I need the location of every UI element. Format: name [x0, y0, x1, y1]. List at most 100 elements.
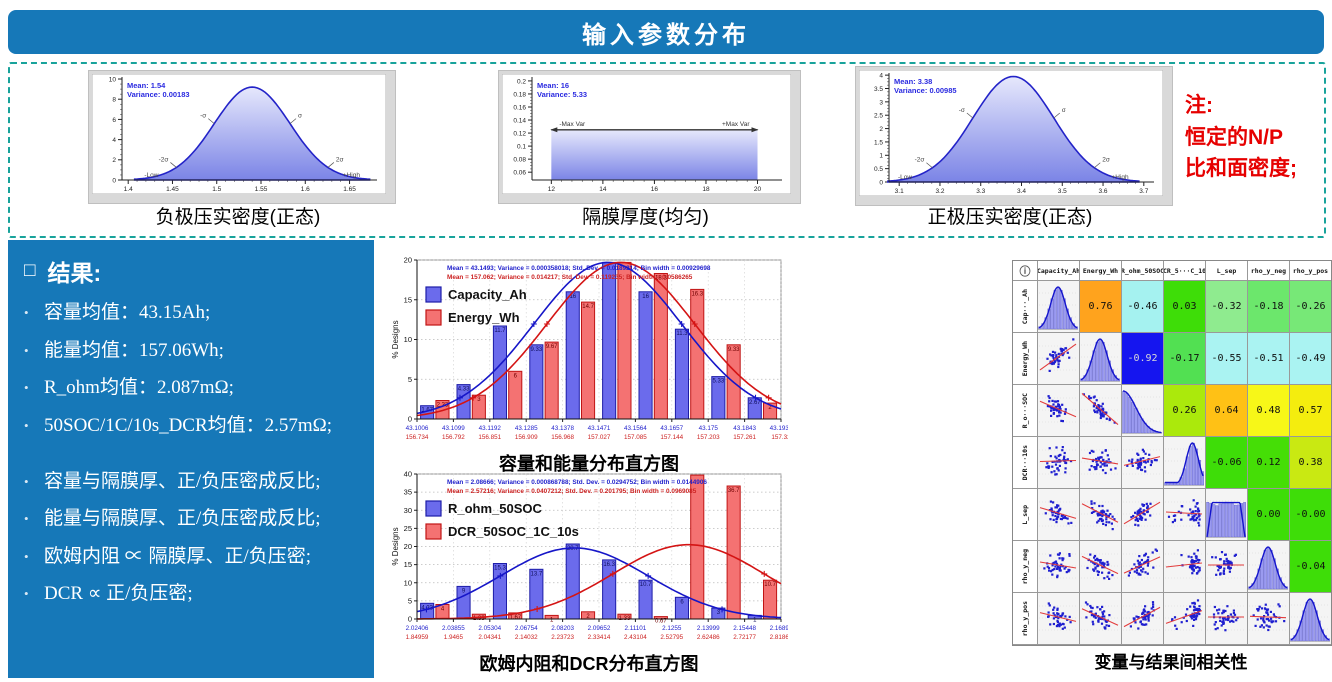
matrix-col-header: R_ohm_50SOC — [1121, 261, 1163, 281]
neg-density-chart: 0 2 4 6 8 10 1.4 1.45 1.5 1.55 1.6 1.65 -σ σ -2σ 2σ -Low… — [91, 73, 392, 199]
svg-text:30: 30 — [404, 506, 412, 515]
svg-text:35: 35 — [404, 488, 412, 497]
capacity-energy-histogram: 0 5 10 15 20 1.67 4.33 11.7 9.33 16 16 11.3 5.33 2.67… — [390, 256, 793, 455]
svg-text:Mean: 1.54: Mean: 1.54 — [127, 81, 166, 90]
svg-text:-Low: -Low — [144, 172, 158, 179]
svg-text:11.7: 11.7 — [494, 328, 506, 334]
matrix-scatter-cell — [1037, 385, 1079, 437]
svg-text:15.3: 15.3 — [494, 566, 506, 572]
svg-text:1.65: 1.65 — [343, 186, 356, 193]
correlation-value-cell: -0.00 — [1289, 489, 1331, 541]
svg-text:Mean = 157.062; Variance = 0: Mean = 157.062; Variance = 0.014217; Std… — [447, 274, 693, 281]
matrix-col-header: Energy_Wh — [1079, 261, 1121, 281]
correlation-value-cell: -0.04 — [1289, 541, 1331, 593]
svg-text:2σ: 2σ — [1102, 157, 1110, 164]
svg-text:2.62486: 2.62486 — [697, 634, 720, 641]
svg-text:R_ohm_50SOC: R_ohm_50SOC — [448, 501, 543, 516]
svg-text:43.1843: 43.1843 — [733, 425, 756, 432]
svg-text:2.06754: 2.06754 — [515, 625, 538, 632]
matrix-row-label: L_sep — [1013, 489, 1037, 541]
svg-text:2.13999: 2.13999 — [697, 625, 720, 632]
matrix-row-label: rho_y_pos — [1013, 593, 1037, 645]
svg-text:8: 8 — [112, 97, 116, 104]
svg-text:Mean = 43.1493; Variance = 0: Mean = 43.1493; Variance = 0.000358018; … — [447, 265, 711, 272]
svg-text:0.2: 0.2 — [517, 78, 526, 85]
svg-text:157.027: 157.027 — [588, 434, 611, 441]
svg-text:18: 18 — [702, 186, 710, 193]
matrix-scatter-cell — [1037, 541, 1079, 593]
svg-text:16.3: 16.3 — [603, 562, 615, 568]
svg-text:156.792: 156.792 — [442, 434, 465, 441]
svg-text:2.08203: 2.08203 — [551, 625, 574, 632]
svg-text:-2σ: -2σ — [159, 156, 169, 163]
svg-text:14: 14 — [599, 186, 607, 193]
svg-text:2.14032: 2.14032 — [515, 634, 538, 641]
svg-text:Mean: 3.38: Mean: 3.38 — [894, 77, 932, 86]
svg-text:0: 0 — [408, 415, 412, 424]
svg-text:43.1564: 43.1564 — [624, 425, 647, 432]
svg-text:20: 20 — [404, 542, 412, 551]
svg-text:43.1285: 43.1285 — [515, 425, 538, 432]
svg-text:43.1936: 43.1936 — [770, 425, 788, 432]
separator-thickness-title: 隔膜厚度(均匀) — [582, 207, 709, 228]
svg-text:36.7: 36.7 — [728, 488, 740, 494]
list-item: • 欧姆内阻 ∝ 隔膜厚、正/负压密; — [24, 544, 360, 570]
svg-text:20: 20 — [404, 256, 412, 265]
svg-text:% Designs: % Designs — [391, 320, 400, 358]
svg-text:0: 0 — [879, 179, 883, 186]
matrix-diagonal-histogram — [1121, 385, 1163, 437]
rohm-dcr-histogram-title: 欧姆内阻和DCR分布直方图 — [479, 654, 699, 674]
matrix-diagonal-histogram — [1163, 437, 1205, 489]
matrix-row-label: Energy_Wh — [1013, 333, 1037, 385]
svg-text:-σ: -σ — [200, 113, 206, 120]
svg-text:5: 5 — [408, 375, 412, 384]
svg-text:2: 2 — [879, 126, 883, 133]
svg-text:2.03855: 2.03855 — [442, 625, 465, 632]
input-distributions-box — [8, 62, 1326, 238]
matrix-scatter-cell — [1121, 541, 1163, 593]
svg-text:2: 2 — [768, 405, 772, 411]
svg-text:1.84959: 1.84959 — [406, 634, 429, 641]
svg-text:16: 16 — [651, 186, 659, 193]
matrix-scatter-cell — [1247, 593, 1289, 645]
svg-text:1.55: 1.55 — [255, 186, 268, 193]
list-item: • R_ohm均值：2.087mΩ; — [24, 375, 360, 401]
svg-text:156.734: 156.734 — [406, 434, 429, 441]
matrix-scatter-cell — [1079, 489, 1121, 541]
correlation-matrix-title: 变量与结果间相关性 — [1094, 653, 1248, 672]
svg-text:6: 6 — [514, 373, 518, 379]
svg-text:16.3: 16.3 — [691, 291, 703, 297]
svg-text:+Max Var: +Max Var — [722, 121, 750, 128]
note-line: 恒定的N/P — [1185, 125, 1284, 149]
bullet-icon: • — [24, 342, 29, 358]
svg-text:0: 0 — [112, 177, 116, 184]
svg-text:20: 20 — [754, 186, 762, 193]
matrix-scatter-cell — [1205, 593, 1247, 645]
svg-text:18.3: 18.3 — [655, 276, 667, 282]
svg-text:15: 15 — [404, 560, 412, 569]
svg-text:0.06: 0.06 — [513, 170, 526, 177]
svg-text:4.33: 4.33 — [458, 387, 470, 393]
bullet-icon: • — [24, 305, 29, 320]
svg-text:Mean: 16: Mean: 16 — [537, 81, 569, 90]
matrix-col-header: rho_y_neg — [1247, 261, 1289, 281]
svg-text:0.67: 0.67 — [655, 619, 667, 625]
correlation-value-cell: -0.51 — [1247, 333, 1289, 385]
svg-text:0.08: 0.08 — [513, 157, 526, 164]
svg-text:2.04341: 2.04341 — [478, 634, 501, 641]
svg-text:2.09652: 2.09652 — [588, 625, 611, 632]
matrix-col-header: Capacity_Ah — [1037, 261, 1079, 281]
svg-text:9: 9 — [462, 588, 466, 594]
header-banner: 输入参数分布 — [8, 10, 1324, 54]
svg-text:43.1006: 43.1006 — [406, 425, 429, 432]
svg-text:2σ: 2σ — [336, 156, 344, 163]
correlation-value-cell: 0.38 — [1289, 437, 1331, 489]
svg-text:2: 2 — [112, 157, 116, 164]
svg-text:3.2: 3.2 — [935, 188, 944, 195]
svg-text:13.7: 13.7 — [531, 571, 543, 577]
matrix-scatter-cell — [1079, 593, 1121, 645]
list-item: • 容量均值：43.15Ah; — [24, 300, 360, 326]
list-item: • 50SOC/1C/10s_DCR均值：2.57mΩ; — [24, 413, 360, 439]
note-line: 比和面密度; — [1185, 157, 1297, 180]
svg-text:1: 1 — [753, 617, 757, 623]
